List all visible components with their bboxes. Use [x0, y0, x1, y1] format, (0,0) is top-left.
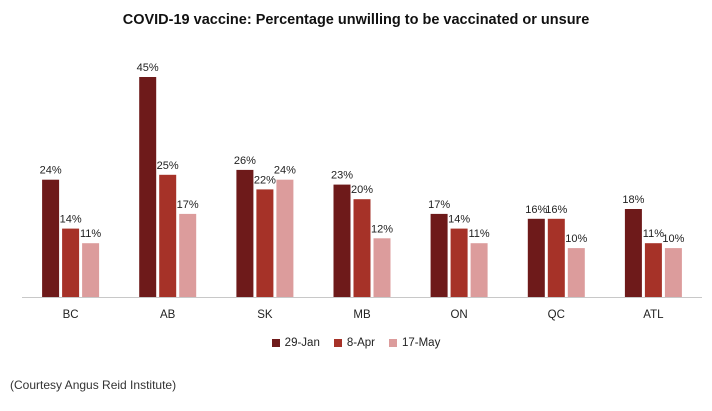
bar-qc-series-1	[527, 218, 545, 297]
data-label-bc-series-1: 24%	[40, 165, 62, 177]
data-label-atl-series-1: 18%	[622, 194, 644, 206]
data-label-ab-series-1: 45%	[137, 62, 159, 74]
image-caption: (Courtesy Angus Reid Institute)	[10, 378, 177, 392]
bar-bc-series-3	[82, 243, 100, 297]
category-label-mb: MB	[353, 309, 371, 321]
legend-label-series-3: 17-May	[401, 337, 441, 349]
category-label-on: ON	[450, 309, 467, 321]
data-label-mb-series-3: 12%	[371, 223, 393, 235]
bar-sk-series-1	[236, 169, 254, 297]
bar-atl-series-1	[624, 209, 642, 297]
bar-sk-series-3	[276, 179, 294, 297]
legend-item-series-1: 29-Jan	[271, 337, 320, 349]
bar-mb-series-2	[353, 199, 371, 297]
bar-sk-series-2	[256, 189, 274, 297]
data-label-sk-series-3: 24%	[274, 165, 296, 177]
bar-atl-series-3	[664, 248, 682, 297]
data-label-sk-series-2: 22%	[254, 174, 276, 186]
legend-swatch-series-1	[271, 339, 280, 347]
data-label-bc-series-3: 11%	[80, 228, 101, 240]
bar-qc-series-3	[567, 248, 585, 297]
bar-on-series-2	[450, 228, 468, 297]
data-label-qc-series-2: 16%	[545, 204, 567, 216]
data-label-mb-series-1: 23%	[331, 170, 353, 182]
data-label-sk-series-1: 26%	[234, 155, 256, 167]
data-label-on-series-2: 14%	[448, 214, 470, 226]
data-label-mb-series-2: 20%	[351, 184, 373, 196]
bar-ab-series-2	[159, 174, 177, 297]
bar-bc-series-2	[62, 228, 80, 297]
legend-label-series-1: 29-Jan	[284, 337, 320, 349]
chart-title: COVID-19 vaccine: Percentage unwilling t…	[122, 12, 590, 28]
data-label-on-series-3: 11%	[468, 228, 489, 240]
category-label-qc: QC	[548, 309, 565, 321]
data-label-qc-series-1: 16%	[525, 204, 547, 216]
data-label-bc-series-2: 14%	[60, 214, 82, 226]
data-label-qc-series-3: 10%	[565, 233, 587, 245]
bar-mb-series-1	[333, 184, 351, 297]
bar-on-series-3	[470, 243, 488, 297]
legend-swatch-series-3	[388, 339, 397, 347]
data-label-ab-series-3: 17%	[177, 199, 199, 211]
category-label-atl: ATL	[643, 309, 664, 321]
data-label-ab-series-2: 25%	[157, 160, 179, 172]
bar-mb-series-3	[373, 238, 391, 297]
category-label-bc: BC	[63, 309, 79, 321]
category-label-sk: SK	[257, 309, 273, 321]
legend-item-series-2: 8-Apr	[333, 337, 375, 349]
legend-swatch-series-2	[333, 339, 342, 347]
bar-ab-series-3	[179, 213, 197, 297]
chart-legend: 29-Jan 8-Apr 17-May	[0, 337, 712, 349]
bar-chart: 24%14%11%BC45%25%17%AB26%22%24%SK23%20%1…	[22, 62, 702, 321]
bar-atl-series-2	[644, 243, 662, 297]
data-label-atl-series-3: 10%	[662, 233, 684, 245]
legend-item-series-3: 17-May	[388, 337, 441, 349]
legend-label-series-2: 8-Apr	[346, 337, 375, 349]
bar-ab-series-1	[139, 77, 157, 297]
data-label-atl-series-2: 11%	[643, 228, 664, 240]
bar-on-series-1	[430, 213, 448, 297]
category-label-ab: AB	[160, 309, 176, 321]
data-label-on-series-1: 17%	[428, 199, 450, 211]
bar-qc-series-2	[547, 218, 565, 297]
bar-bc-series-1	[42, 179, 60, 297]
